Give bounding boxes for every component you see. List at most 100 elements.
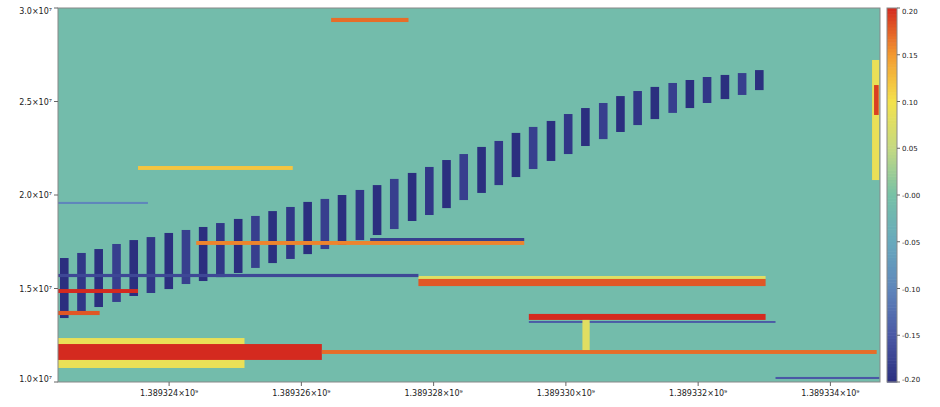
heat-cell [58,344,322,360]
heat-cell [418,276,765,279]
colorbar-frame [887,8,897,382]
x-tick [433,382,434,386]
x-tick [169,382,170,386]
heat-cell [581,108,590,146]
heat-cell [529,127,538,169]
heat-cell [356,190,365,240]
heat-cell [58,8,880,382]
cells [58,8,880,382]
y-tick-label: 1.0×10⁷ [19,375,52,384]
y-tick-label: 1.5×10⁷ [19,285,52,294]
heat-cell [459,154,468,200]
heat-cell [582,320,589,350]
x-tick-label: 1.389328×10⁹ [404,389,462,398]
x-tick [830,382,831,386]
colorbar [887,8,897,383]
colorbar-tick [897,8,900,9]
heat-cell [651,87,660,119]
heat-cell [755,70,764,90]
colorbar-tick-label: -0.15 [902,332,920,340]
heat-cell [58,202,148,204]
chart: 1.389324×10⁹ 1.389326×10⁹ 1.389328×10⁹ 1.38… [0,0,940,407]
colorbar-tick-label: 0.10 [902,99,918,107]
heat-cell [60,258,69,318]
heat-cell [512,133,521,177]
x-tick-label: 1.389330×10⁹ [537,389,595,398]
x-tick [698,382,699,386]
heat-cell [668,83,677,113]
colorbar-tick [897,382,900,383]
heat-cell [216,223,225,277]
heat-cell [196,241,524,245]
heat-cell [529,321,776,323]
heat-cell [721,75,730,99]
heat-cell [129,240,138,296]
heat-cell [738,73,747,95]
heat-cell [686,80,695,108]
heat-cell [529,314,766,320]
y-tick-label: 3.0×10⁷ [19,7,52,16]
colorbar-step [887,8,897,12]
heat-cell [286,207,295,259]
y-tick [54,195,58,196]
heat-cell [303,202,312,254]
heat-cell [268,211,277,263]
heat-cell [776,377,880,379]
y-tick [54,382,58,383]
colorbar-tick-label: -0.00 [902,192,920,200]
colorbar-tick [897,195,900,196]
heat-cell [112,244,121,302]
colorbar-tick-label: 0.20 [902,8,918,16]
plot-frame [58,8,880,382]
y-tick-label: 2.5×10⁷ [19,98,52,107]
heat-cell [442,160,451,208]
heat-cell [164,233,173,289]
heat-cell [94,249,103,307]
y-tick [54,288,58,289]
heat-cell [633,91,642,125]
y-tick [54,8,58,9]
colorbar-tick-label: -0.20 [902,376,920,384]
x-tick-label: 1.389324×10⁹ [140,389,198,398]
heat-cell [373,185,382,235]
colorbar-tick [897,241,900,242]
x-tick-label: 1.389326×10⁹ [272,389,330,398]
colorbar-tick [897,101,900,102]
heat-cell [370,238,524,241]
heat-cell [58,289,138,293]
x-tick-label: 1.389332×10⁹ [669,389,727,398]
heat-cell [494,141,503,185]
heat-cell [616,96,625,132]
x-tick [301,382,302,386]
heat-cell [58,274,418,277]
colorbar-tick [897,335,900,336]
x-tick [565,382,566,386]
colorbar-tick-label: 0.15 [902,52,918,60]
heat-cell [199,227,208,281]
heat-cell [58,311,100,315]
colorbar-tick [897,54,900,55]
heat-cell [564,114,573,154]
colorbar-tick-label: -0.10 [902,286,920,294]
y-tick [54,101,58,102]
heat-cell [77,253,86,313]
heat-cell [331,18,408,22]
colorbar-tick [897,288,900,289]
heat-cell [338,195,347,245]
heat-cell [138,166,293,170]
heat-cell [408,173,417,221]
heat-cell [477,147,486,193]
colorbar-tick-label: -0.05 [902,239,920,247]
heat-cell [599,103,608,139]
heat-cell [872,60,879,180]
heat-cell [874,85,879,115]
heat-cell [390,179,399,229]
heat-cell [234,219,243,273]
colorbar-tick [897,148,900,149]
heat-cell [703,77,712,103]
y-tick-label: 2.0×10⁷ [19,191,52,200]
heat-cell [418,279,765,286]
x-tick-label: 1.389334×10⁹ [801,389,859,398]
heat-cell [147,237,156,293]
heat-cell [425,167,434,215]
